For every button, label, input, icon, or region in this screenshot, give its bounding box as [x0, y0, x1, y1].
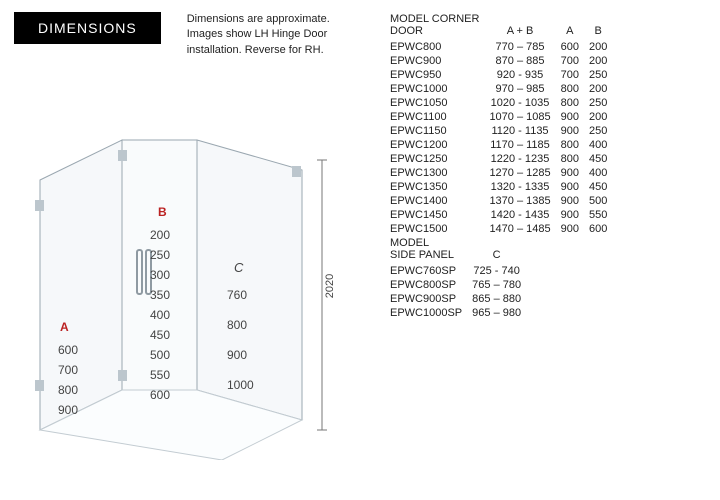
label-c: C	[234, 260, 243, 275]
side-panel-table: MODEL SIDE PANEL C EPWC760SP725 - 740EPW…	[390, 236, 531, 320]
dimensions-note: Dimensions are approximate. Images show …	[187, 12, 330, 58]
table-row: EPWC900SP865 – 880	[390, 292, 531, 306]
table-row: EPWC760SP725 - 740	[390, 264, 531, 278]
table-row: EPWC14501420 - 1435900550	[390, 208, 617, 222]
label-b: B	[158, 205, 167, 219]
col-b: B	[589, 12, 617, 40]
corner-door-table: MODEL CORNER DOOR A + B A B EPWC800770 –…	[390, 12, 617, 236]
table-row: EPWC12501220 - 1235800450	[390, 152, 617, 166]
col-ab: A + B	[489, 12, 560, 40]
height-value: 2020	[324, 274, 336, 298]
enclosure-diagram: B A C 600700800900 200250300350400450500…	[22, 130, 362, 460]
values-b: 200250300350400450500550600	[150, 225, 170, 405]
dimensions-badge: DIMENSIONS	[14, 12, 161, 44]
table-row: EPWC10501020 - 1035800250	[390, 96, 617, 110]
col-c: C	[472, 236, 531, 264]
table-row: EPWC14001370 – 1385900500	[390, 194, 617, 208]
table-row: EPWC800SP765 – 780	[390, 278, 531, 292]
table-row: EPWC1000SP965 – 980	[390, 306, 531, 320]
table-row: EPWC950920 - 935700250	[390, 68, 617, 82]
table-row: EPWC11001070 – 1085900200	[390, 110, 617, 124]
col-model: MODEL CORNER DOOR	[390, 12, 489, 40]
col-sp-model: MODEL SIDE PANEL	[390, 236, 472, 264]
col-a: A	[561, 12, 589, 40]
table-row: EPWC800770 – 785600200	[390, 40, 617, 54]
table-row: EPWC12001170 – 1185800400	[390, 138, 617, 152]
values-a: 600700800900	[58, 340, 78, 420]
spec-tables: MODEL CORNER DOOR A + B A B EPWC800770 –…	[390, 12, 617, 320]
label-a: A	[60, 320, 69, 334]
table-row: EPWC15001470 – 1485900600	[390, 222, 617, 236]
values-c: 7608009001000	[227, 280, 254, 400]
table-row: EPWC11501120 - 1135900250	[390, 124, 617, 138]
table-row: EPWC1000970 – 985800200	[390, 82, 617, 96]
table-row: EPWC13001270 – 1285900400	[390, 166, 617, 180]
table-row: EPWC900870 – 885700200	[390, 54, 617, 68]
table-row: EPWC13501320 - 1335900450	[390, 180, 617, 194]
